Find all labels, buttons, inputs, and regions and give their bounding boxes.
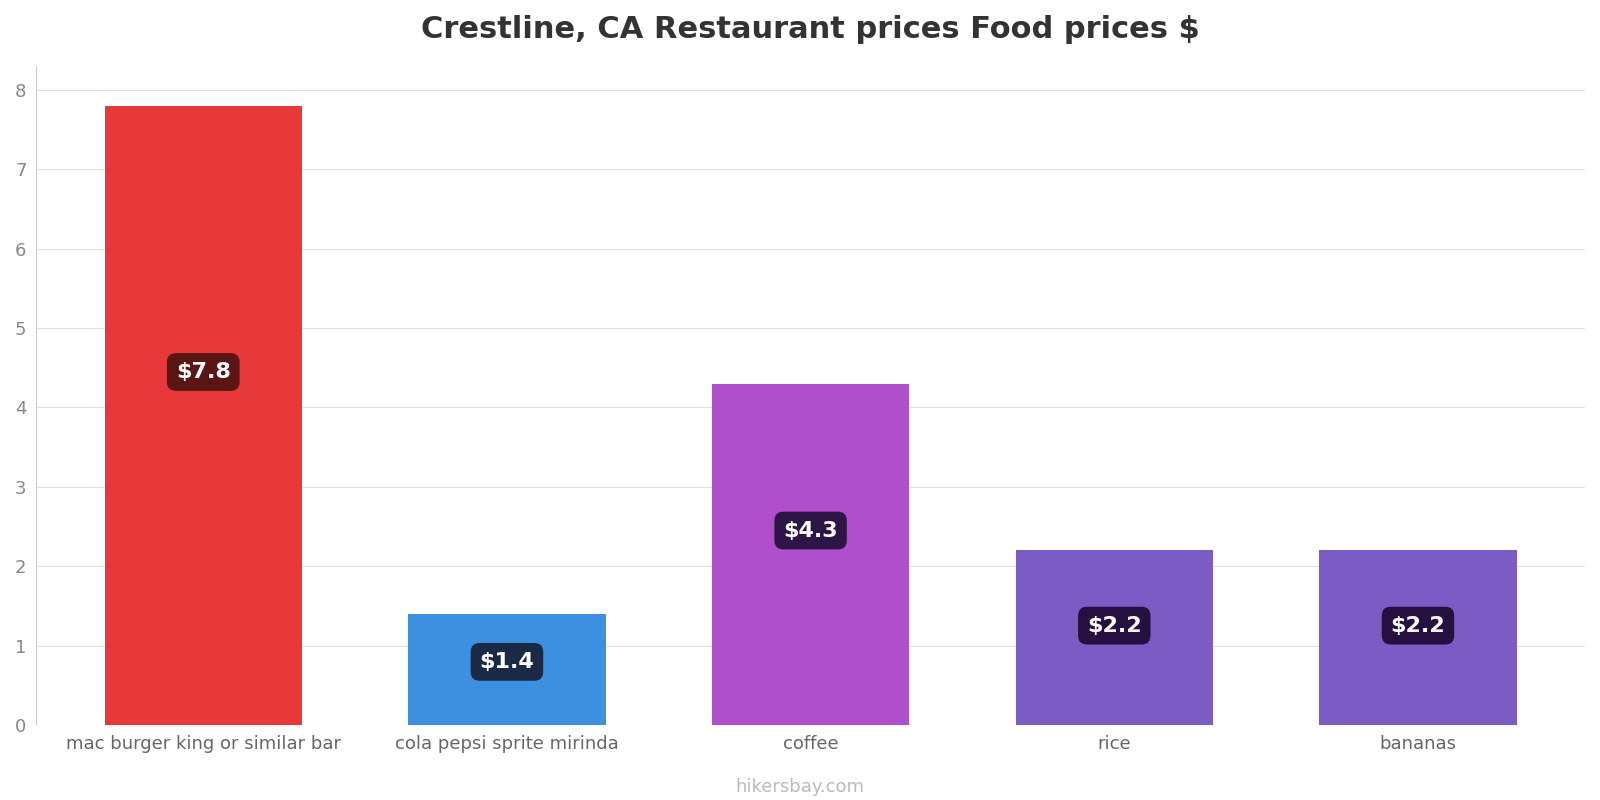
Bar [104, 106, 302, 726]
Text: $1.4: $1.4 [480, 652, 534, 672]
Bar [408, 614, 606, 726]
Text: $7.8: $7.8 [176, 362, 230, 382]
Bar [1320, 550, 1517, 726]
Text: hikersbay.com: hikersbay.com [736, 778, 864, 796]
Title: Crestline, CA Restaurant prices Food prices $: Crestline, CA Restaurant prices Food pri… [421, 15, 1200, 44]
Text: $2.2: $2.2 [1086, 616, 1142, 636]
Text: $2.2: $2.2 [1390, 616, 1445, 636]
Bar [1016, 550, 1213, 726]
Bar [712, 384, 909, 726]
Text: $4.3: $4.3 [784, 521, 838, 541]
